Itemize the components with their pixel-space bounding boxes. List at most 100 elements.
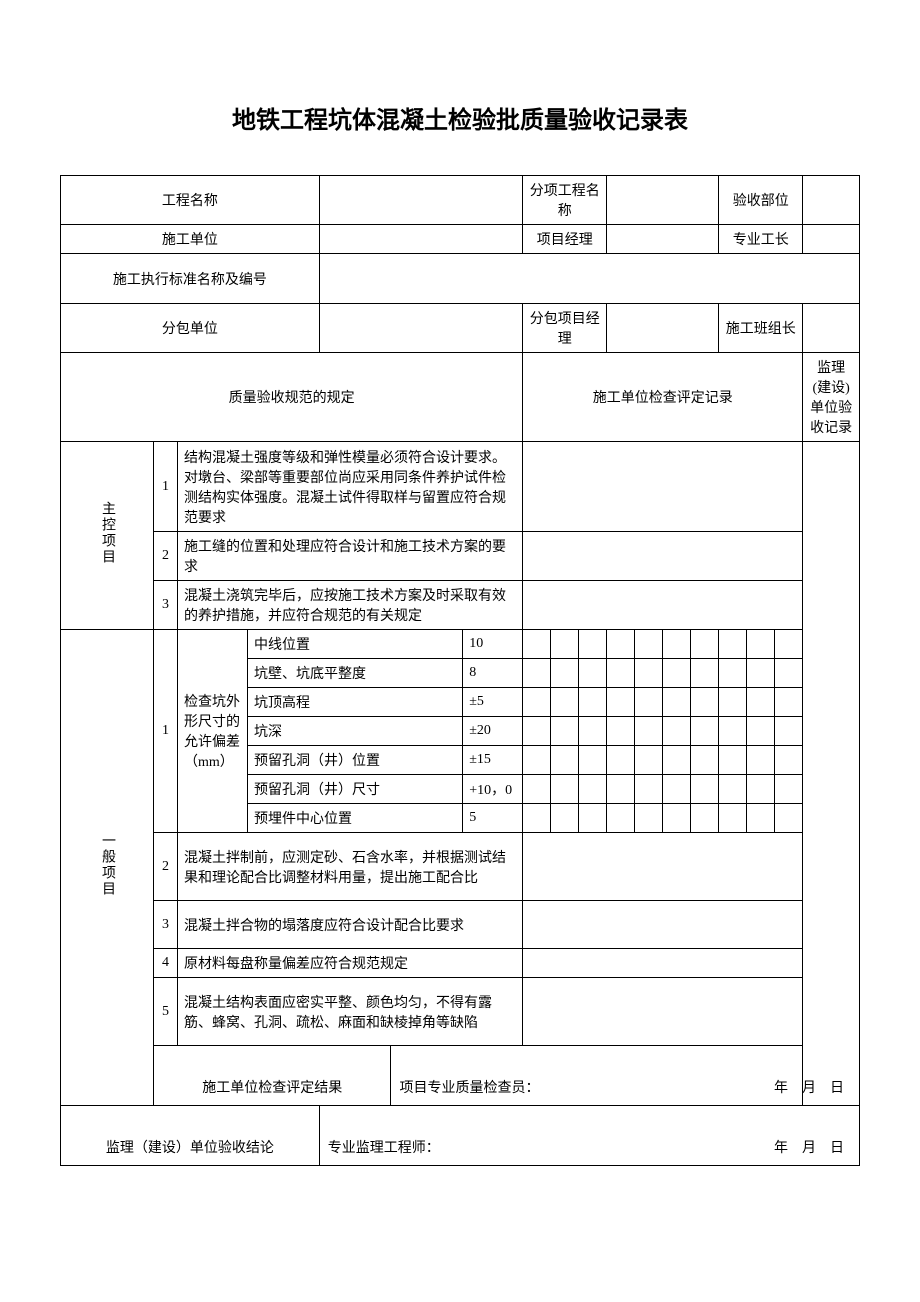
execution-standard-value: [319, 254, 859, 304]
supervision-conclusion-label: 监理（建设）单位验收结论: [61, 1106, 320, 1166]
section-header-row: 质量验收规范的规定 施工单位检查评定记录 监理(建设)单位验收记录: [61, 353, 860, 442]
mc-num-2: 2: [154, 532, 178, 581]
check-cell: [579, 688, 607, 717]
subcontractor-label: 分包单位: [61, 304, 320, 353]
check-cell: [523, 775, 551, 804]
check-cell: [719, 630, 747, 659]
gen-num-3: 3: [154, 901, 178, 949]
general-label: 一般项目: [61, 630, 154, 1106]
check-cell: [579, 804, 607, 833]
tol-val-1: 10: [463, 630, 523, 659]
project-name-value: [319, 176, 523, 225]
quality-inspector-label: 项目专业质量检查员：: [399, 1081, 539, 1096]
check-cell: [579, 717, 607, 746]
check-cell: [691, 688, 719, 717]
construction-unit-value: [319, 225, 523, 254]
check-cell: [551, 717, 579, 746]
construction-unit-label: 施工单位: [61, 225, 320, 254]
gen-num-2: 2: [154, 833, 178, 901]
construction-result-signature: 项目专业质量检查员： 年 月 日: [391, 1046, 860, 1106]
check-cell: [523, 804, 551, 833]
project-manager-value: [607, 225, 719, 254]
document-title: 地铁工程坑体混凝土检验批质量验收记录表: [60, 100, 860, 135]
check-cell: [551, 804, 579, 833]
check-cell: [747, 746, 775, 775]
general-row-5: 5 混凝土结构表面应密实平整、颜色均匀，不得有露筋、蜂窝、孔洞、疏松、麻面和缺棱…: [61, 978, 860, 1046]
tol-val-7: 5: [463, 804, 523, 833]
check-cell: [579, 775, 607, 804]
mc-check-3: [523, 581, 803, 630]
header-row-4: 分包单位 分包项目经理 施工班组长: [61, 304, 860, 353]
sub-project-name-label: 分项工程名称: [523, 176, 607, 225]
check-cell: [691, 804, 719, 833]
gen-check-3: [523, 901, 803, 949]
check-cell: [551, 688, 579, 717]
check-cell: [663, 775, 691, 804]
quality-regulation-header: 质量验收规范的规定: [61, 353, 523, 442]
check-cell: [663, 659, 691, 688]
check-cell: [691, 746, 719, 775]
sub-project-name-value: [607, 176, 719, 225]
gen-num-4: 4: [154, 949, 178, 978]
check-cell: [635, 775, 663, 804]
construction-result-label: 施工单位检查评定结果: [154, 1046, 391, 1106]
supervision-conclusion-signature: 专业监理工程师： 年 月 日: [319, 1106, 859, 1166]
check-cell: [691, 775, 719, 804]
tol-val-2: 8: [463, 659, 523, 688]
gen-group-label: 检查坑外形尺寸的允许偏差（mm）: [178, 630, 248, 833]
check-cell: [635, 746, 663, 775]
gen-text-3: 混凝土拌合物的塌落度应符合设计配合比要求: [178, 901, 523, 949]
signature-row-1: 施工单位检查评定结果 项目专业质量检查员： 年 月 日: [61, 1046, 860, 1106]
check-cell: [663, 804, 691, 833]
header-row-3: 施工执行标准名称及编号: [61, 254, 860, 304]
check-cell: [775, 746, 803, 775]
gen-num-1: 1: [154, 630, 178, 833]
check-cell: [775, 804, 803, 833]
check-cell: [579, 659, 607, 688]
check-cell: [579, 746, 607, 775]
project-manager-label: 项目经理: [523, 225, 607, 254]
acceptance-part-label: 验收部位: [719, 176, 803, 225]
sub-project-manager-value: [607, 304, 719, 353]
subcontractor-value: [319, 304, 523, 353]
gen-text-2: 混凝土拌制前，应测定砂、石含水率，并根据测试结果和理论配合比调整材料用量，提出施…: [178, 833, 523, 901]
gen-text-4: 原材料每盘称量偏差应符合规范规定: [178, 949, 523, 978]
check-cell: [719, 775, 747, 804]
check-cell: [607, 746, 635, 775]
team-leader-value: [803, 304, 860, 353]
check-cell: [551, 630, 579, 659]
acceptance-part-value: [803, 176, 860, 225]
check-cell: [523, 688, 551, 717]
mc-text-1: 结构混凝土强度等级和弹性模量必须符合设计要求。对墩台、梁部等重要部位尚应采用同条…: [178, 442, 523, 532]
check-cell: [775, 659, 803, 688]
check-cell: [551, 775, 579, 804]
supervision-acceptance-header: 监理(建设)单位验收记录: [803, 353, 860, 442]
general-row-3: 3 混凝土拌合物的塌落度应符合设计配合比要求: [61, 901, 860, 949]
check-cell: [719, 717, 747, 746]
tol-name-3: 坑顶高程: [248, 688, 463, 717]
day-label-2: 日: [830, 1141, 844, 1156]
header-row-2: 施工单位 项目经理 专业工长: [61, 225, 860, 254]
check-cell: [719, 746, 747, 775]
year-label: 年: [774, 1081, 788, 1096]
check-cell: [607, 717, 635, 746]
tol-name-7: 预埋件中心位置: [248, 804, 463, 833]
tol-name-2: 坑壁、坑底平整度: [248, 659, 463, 688]
check-cell: [523, 630, 551, 659]
year-label-2: 年: [774, 1141, 788, 1156]
check-cell: [663, 717, 691, 746]
check-cell: [691, 717, 719, 746]
check-cell: [719, 688, 747, 717]
check-cell: [747, 630, 775, 659]
gen-text-5: 混凝土结构表面应密实平整、颜色均匀，不得有露筋、蜂窝、孔洞、疏松、麻面和缺棱掉角…: [178, 978, 523, 1046]
project-name-label: 工程名称: [61, 176, 320, 225]
check-cell: [523, 717, 551, 746]
check-cell: [523, 659, 551, 688]
check-cell: [747, 804, 775, 833]
execution-standard-label: 施工执行标准名称及编号: [61, 254, 320, 304]
check-cell: [663, 746, 691, 775]
mc-num-1: 1: [154, 442, 178, 532]
month-label-2: 月: [802, 1141, 816, 1156]
check-cell: [607, 688, 635, 717]
mc-check-2: [523, 532, 803, 581]
